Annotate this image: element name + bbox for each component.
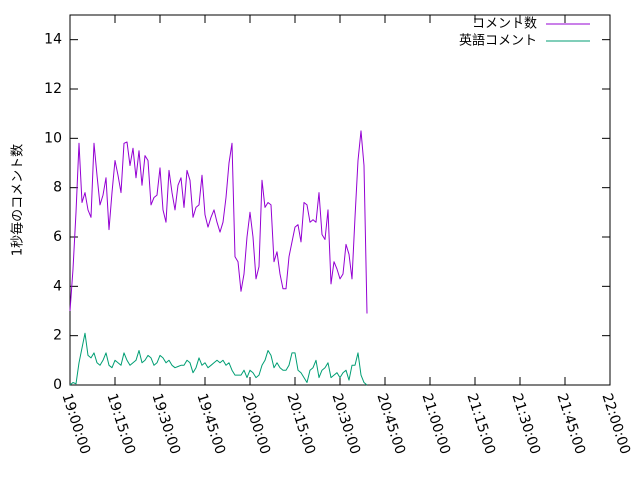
x-tick-label: 21:15:00 bbox=[463, 392, 498, 457]
y-tick-label: 6 bbox=[53, 229, 62, 245]
x-tick-label: 21:00:00 bbox=[418, 392, 453, 457]
x-axis-ticks: 19:00:00 19:15:00 19:30:00 19:45:00 20:00:00… bbox=[58, 15, 633, 456]
x-tick-label: 19:30:00 bbox=[148, 392, 183, 457]
x-tick-label: 20:15:00 bbox=[283, 392, 318, 457]
x-tick-label: 20:30:00 bbox=[328, 392, 363, 457]
y-tick-label: 8 bbox=[53, 180, 62, 196]
x-tick-label: 22:00:00 bbox=[598, 392, 633, 457]
y-tick-label: 2 bbox=[53, 328, 62, 344]
y-tick-label: 14 bbox=[44, 32, 62, 48]
x-tick-label: 19:15:00 bbox=[103, 392, 138, 457]
x-tick-label: 21:45:00 bbox=[553, 392, 588, 457]
series-line-0 bbox=[69, 130, 368, 314]
x-tick-label: 19:00:00 bbox=[58, 392, 93, 457]
x-tick-label: 19:45:00 bbox=[193, 392, 228, 457]
series-line-1 bbox=[69, 332, 368, 386]
y-axis-ticks: 0 2 4 6 8 10 12 14 bbox=[44, 32, 610, 393]
legend-label: コメント数 bbox=[472, 17, 537, 32]
y-tick-label: 4 bbox=[53, 278, 62, 294]
x-tick-label: 21:30:00 bbox=[508, 392, 543, 457]
series-layer bbox=[69, 130, 368, 386]
legend-label: 英語コメント bbox=[459, 33, 537, 49]
x-tick-label: 20:00:00 bbox=[238, 392, 273, 457]
y-tick-label: 0 bbox=[53, 377, 62, 393]
y-tick-label: 10 bbox=[44, 130, 62, 146]
x-tick-label: 20:45:00 bbox=[373, 392, 408, 457]
y-axis-title: 1秒毎のコメント数 bbox=[10, 144, 26, 256]
y-tick-label: 12 bbox=[44, 81, 62, 97]
